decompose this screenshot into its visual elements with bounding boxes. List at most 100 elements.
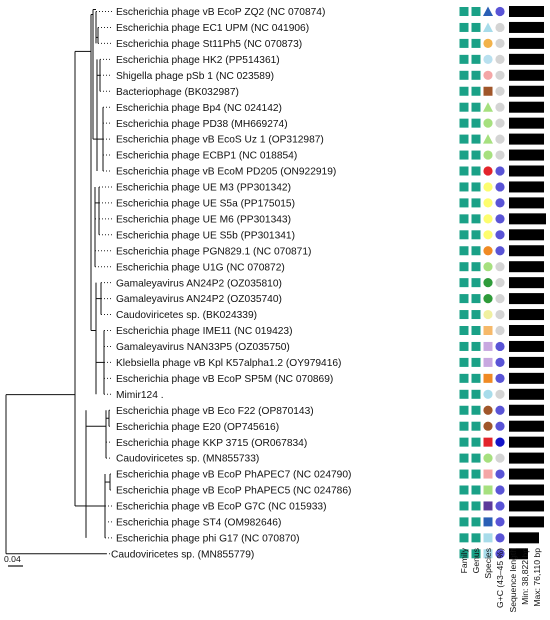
genus-marker [471,54,481,64]
length-max-label: Max: 76,110 bp [532,548,542,607]
family-marker [459,246,469,256]
gc-content-marker [495,389,505,399]
sequence-length-bar [509,484,544,496]
family-marker [459,357,469,367]
gc-content-marker [495,262,505,272]
sequence-length-bar [509,149,544,161]
genus-marker [471,405,481,415]
gc-content-marker [495,501,505,511]
family-marker [459,118,469,128]
sequence-length-bar [509,468,544,480]
column-headers: Family Genus Species G+C (43–45 %) Seque… [459,547,542,612]
genus-marker [471,198,481,208]
family-marker [459,517,469,527]
genus-marker [471,182,481,192]
sequence-length-bar [509,165,544,177]
sequence-length-bar [509,261,544,273]
tip-label: Bacteriophage (BK032987) [116,87,239,98]
species-marker [483,533,493,543]
gc-content-marker [495,134,505,144]
tip-label: Mimir124 . [116,390,164,401]
scale-bar-label: 0.04 [4,554,21,564]
gc-content-marker [495,533,505,543]
sequence-length-bar [509,197,544,209]
tip-label: Escherichia phage ST4 (OM982646) [116,518,281,529]
family-marker [459,150,469,160]
species-marker [483,150,493,160]
tip-label: Gamaleyavirus NAN33P5 (OZ035750) [116,342,290,353]
sequence-length-bar [509,293,544,305]
genus-marker [471,166,481,176]
family-marker [459,134,469,144]
tip-label: Escherichia phage HK2 (PP514361) [116,55,280,66]
sequence-length-bar [509,117,544,129]
family-marker [459,278,469,288]
length-min-label: Min: 38,822 bp [520,548,530,605]
family-marker [459,214,469,224]
tip-label: Escherichia phage U1G (NC 070872) [116,262,285,273]
species-marker [483,54,493,64]
species-marker [483,134,493,144]
tip-label: Caudoviricetes sp. (MN855779) [111,549,254,560]
sequence-length-bar [509,6,544,17]
family-marker [459,38,469,48]
genus-column-header: Genus [471,548,481,573]
gc-content-marker [495,517,505,527]
sequence-length-bar [509,181,544,193]
tip-label: Escherichia phage EC1 UPM (NC 041906) [116,23,309,34]
sequence-length-bar [509,53,544,65]
tip-label: Escherichia phage vB EcoP ZQ2 (NC 070874… [116,7,325,18]
gc-content-marker [495,6,505,17]
species-marker [483,437,493,447]
tip-label: Escherichia phage E20 (OP745616) [116,422,279,433]
sequence-length-bar [509,340,544,352]
genus-marker [471,373,481,383]
genus-marker [471,357,481,367]
genus-marker [471,246,481,256]
sequence-length-bar [509,452,544,464]
genus-marker [471,533,481,543]
genus-marker [471,230,481,240]
tip-label: Escherichia phage vB EcoP SP5M (NC 07086… [116,374,333,385]
sequence-length-bar [509,101,544,113]
tip-label: Escherichia phage Bp4 (NC 024142) [116,103,282,114]
tree-branches [5,9,112,555]
species-marker [483,501,493,511]
gc-content-marker [495,118,505,128]
tip-label: Escherichia phage UE M3 (PP301342) [116,183,291,194]
gc-content-marker [495,373,505,383]
species-marker [483,549,493,559]
species-marker [483,294,493,304]
sequence-length-bar [509,69,544,81]
species-marker [483,214,493,224]
tip-label: Caudoviricetes sp. (MN855733) [116,454,259,465]
gc-content-marker [495,246,505,256]
sequence-length-bar [509,133,544,145]
gc-content-marker [495,309,505,320]
tip-label: Escherichia phage vB Eco F22 (OP870143) [116,406,314,417]
gc-content-marker [495,38,505,49]
genus-marker [471,102,481,112]
family-marker [459,230,469,240]
species-column-header: Species [483,548,493,579]
family-marker [459,70,469,80]
family-marker [459,373,469,383]
sequence-length-bar [509,85,544,97]
sequence-length-bar [509,516,544,528]
genus-marker [471,549,481,559]
genus-marker [471,485,481,495]
family-marker [459,294,469,304]
species-marker [483,230,493,240]
gc-content-marker [495,341,505,352]
genus-marker [471,134,481,144]
genus-marker [471,7,481,16]
family-marker [459,453,469,463]
gc-content-marker [495,325,505,336]
family-marker [459,549,469,559]
gc-content-marker [495,469,505,479]
genus-marker [471,294,481,304]
species-marker [483,70,493,80]
sequence-length-bar [509,309,544,321]
family-marker [459,389,469,399]
species-marker [483,389,493,399]
